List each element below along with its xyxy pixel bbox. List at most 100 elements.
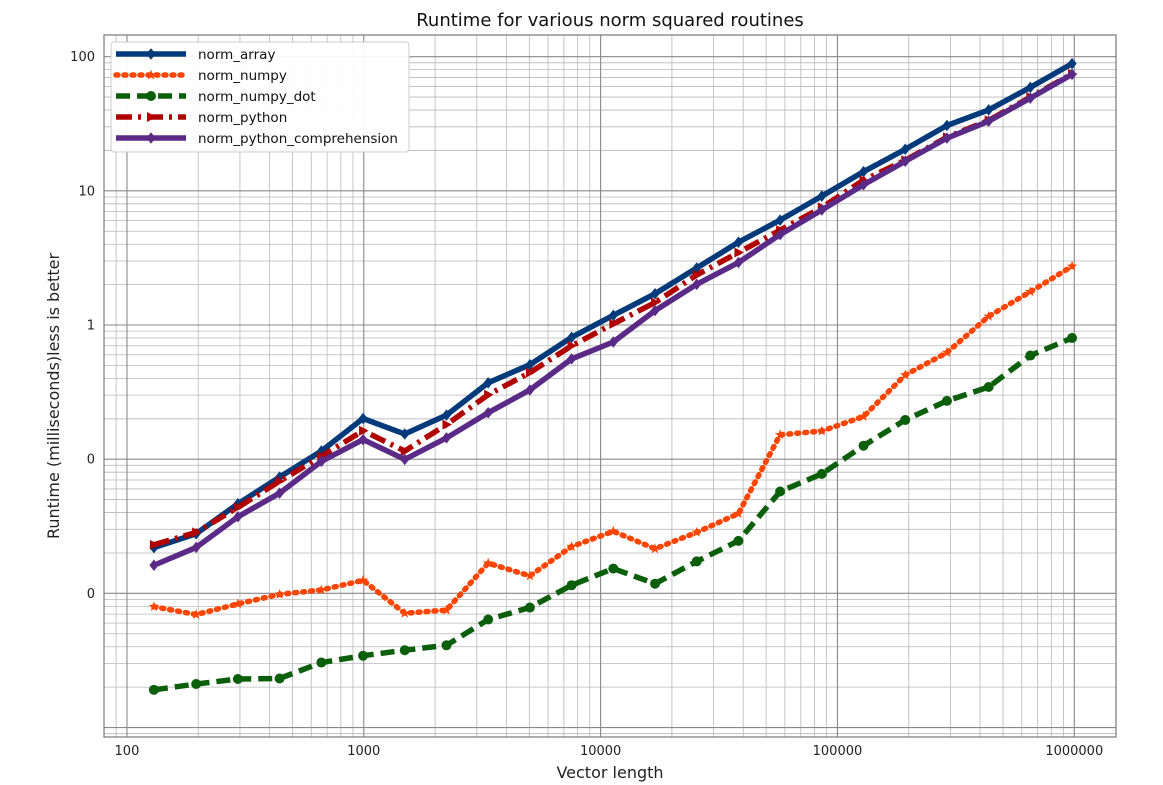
data-point-norm-array	[608, 309, 618, 322]
legend-box	[110, 41, 410, 153]
data-point-norm-python	[484, 389, 494, 400]
data-point-norm-numpy	[816, 425, 828, 436]
legend-marker-norm-python-comprehension	[146, 132, 156, 144]
data-point-norm-python	[734, 247, 744, 258]
data-point-norm-array	[483, 377, 493, 389]
data-point-norm-numpy	[274, 588, 285, 599]
data-point-norm-python	[567, 340, 578, 351]
data-point-norm-python	[275, 476, 286, 487]
data-point-norm-numpy	[941, 347, 953, 358]
data-point-norm-numpy	[357, 574, 369, 585]
series-norm-numpy	[148, 260, 1078, 620]
data-point-norm-numpy	[316, 584, 327, 595]
data-point-norm-numpy-dot	[1067, 333, 1078, 344]
x-tick-label: 100000	[813, 744, 863, 759]
y-tick-label: 0	[87, 453, 95, 468]
legend-label-norm-array: norm_array	[198, 47, 275, 63]
data-point-norm-numpy-dot	[399, 645, 410, 656]
data-point-norm-array	[650, 287, 660, 300]
data-point-norm-numpy	[148, 601, 160, 612]
data-point-norm-python-comprehension	[149, 559, 159, 571]
data-point-norm-numpy	[900, 369, 911, 380]
data-point-norm-python	[651, 297, 661, 308]
x-tick-labels: 100 1000 10000 100000 1000000	[115, 744, 1104, 759]
data-point-norm-numpy-dot	[941, 395, 952, 406]
data-point-norm-python-comprehension	[692, 278, 702, 291]
plot-frame	[103, 34, 1117, 738]
data-point-norm-python-comprehension	[525, 384, 535, 396]
data-point-norm-numpy-dot	[775, 486, 786, 497]
data-point-norm-numpy	[232, 598, 244, 609]
legend-item-norm-python-comprehension: norm_python_comprehension	[116, 131, 398, 147]
data-point-norm-numpy-dot	[524, 602, 535, 613]
data-point-norm-python-comprehension	[650, 304, 660, 317]
legend-marker-norm-numpy-dot	[146, 91, 156, 101]
data-point-norm-numpy	[983, 310, 994, 321]
legend-label-norm-numpy: norm_numpy	[198, 68, 287, 84]
data-point-norm-array	[900, 143, 910, 156]
data-point-norm-python	[692, 269, 703, 280]
data-point-norm-array	[441, 409, 452, 421]
data-point-norm-array	[733, 236, 744, 248]
data-point-norm-array	[984, 104, 994, 116]
data-point-norm-numpy-dot	[566, 580, 577, 591]
data-point-norm-python-comprehension	[942, 132, 952, 144]
y-tick-label: 100	[70, 50, 95, 65]
data-point-norm-numpy	[190, 609, 202, 620]
data-point-norm-python	[442, 419, 452, 430]
y-tick-labels: 0 0 1 10 100	[70, 50, 95, 602]
data-point-norm-numpy-dot	[1025, 350, 1036, 361]
x-tick-label: 1000000	[1045, 744, 1103, 759]
data-point-norm-python	[400, 446, 411, 457]
data-point-norm-python-comprehension	[984, 115, 994, 128]
data-point-norm-array	[316, 445, 326, 457]
legend-item-norm-numpy-dot: norm_numpy_dot	[116, 89, 316, 105]
x-tick-label: 10000	[580, 744, 621, 759]
data-point-norm-numpy-dot	[900, 414, 911, 425]
data-point-norm-python-comprehension	[566, 353, 577, 365]
legend-item-norm-array: norm_array	[116, 47, 275, 63]
data-point-norm-python-comprehension	[1025, 92, 1035, 104]
data-point-norm-python-comprehension	[400, 453, 410, 466]
data-point-norm-array	[775, 214, 785, 226]
data-point-norm-python-comprehension	[608, 336, 618, 348]
legend-label-norm-numpy-dot: norm_numpy_dot	[198, 89, 316, 105]
data-point-norm-array	[525, 358, 535, 371]
data-point-norm-numpy	[1066, 260, 1078, 271]
data-point-norm-numpy-dot	[191, 679, 202, 690]
data-point-norm-array	[1067, 57, 1077, 70]
data-point-norm-numpy-dot	[483, 614, 494, 625]
x-tick-label: 100	[115, 744, 140, 759]
series-norm-python-comprehension	[149, 68, 1077, 571]
data-point-norm-numpy-dot	[691, 556, 702, 567]
data-point-norm-python-comprehension	[358, 433, 368, 446]
data-point-norm-numpy	[733, 508, 744, 519]
legend-label-norm-python-comprehension: norm_python_comprehension	[198, 131, 398, 147]
data-point-norm-python-comprehension	[858, 178, 869, 191]
chart-title: Runtime for various norm squared routine…	[416, 10, 804, 31]
data-point-norm-python	[192, 527, 202, 538]
y-tick-label: 1	[87, 319, 95, 334]
data-point-norm-numpy	[774, 429, 786, 440]
data-point-norm-numpy	[566, 541, 577, 552]
data-point-norm-numpy-dot	[650, 578, 661, 589]
data-point-norm-numpy	[399, 607, 410, 618]
data-point-norm-python	[609, 318, 619, 329]
data-point-norm-python	[233, 502, 244, 513]
data-point-norm-python-comprehension	[274, 487, 285, 499]
legend-item-norm-python: norm_python	[116, 110, 287, 126]
data-point-norm-numpy-dot	[608, 563, 619, 574]
data-point-norm-numpy-dot	[316, 657, 327, 668]
data-point-norm-python-comprehension	[733, 256, 744, 269]
legend-marker-norm-python	[147, 112, 157, 122]
y-axis-label: Runtime (milliseconds)less is better	[44, 253, 63, 539]
data-point-norm-python-comprehension	[483, 406, 493, 419]
data-point-norm-numpy-dot	[733, 535, 744, 546]
legend: norm_array norm_numpy norm_numpy_dot norm_p…	[110, 41, 410, 153]
data-point-norm-numpy	[441, 604, 452, 615]
data-point-norm-numpy-dot	[858, 440, 869, 451]
x-tick-label: 1000	[347, 744, 380, 759]
data-point-norm-array	[400, 428, 410, 440]
legend-label-norm-python: norm_python	[198, 110, 287, 126]
